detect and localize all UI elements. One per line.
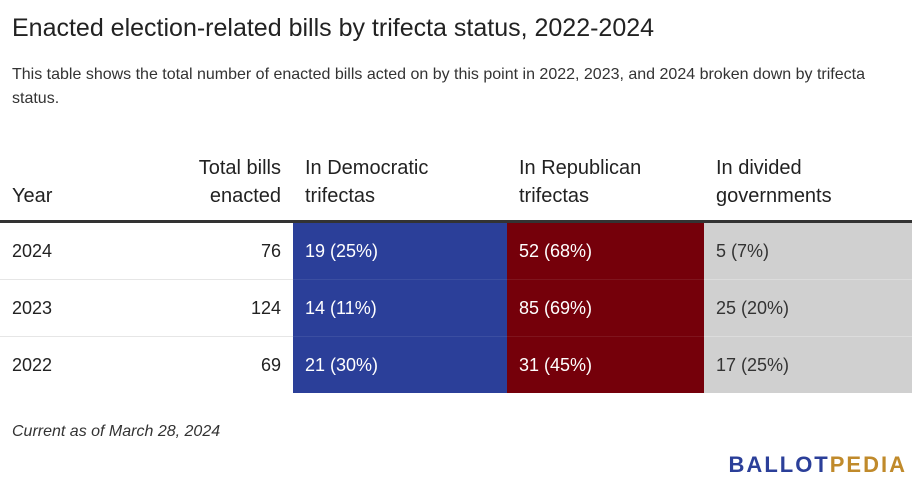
page-title: Enacted election-related bills by trifec… [12, 14, 655, 42]
cell-year: 2022 [0, 336, 157, 393]
cell-democratic: 19 (25%) [293, 221, 507, 280]
cell-republican: 85 (69%) [507, 279, 704, 337]
cell-total: 124 [157, 279, 293, 337]
cell-total: 76 [260, 240, 281, 261]
cell-republican: 52 (68%) [507, 221, 704, 280]
trifecta-table: Year Total bills enacted In Democratic t… [0, 154, 912, 393]
column-header-line2: trifectas [305, 185, 376, 207]
column-header-line1: In divided [716, 157, 802, 179]
logo-text-part2: PEDIA [829, 452, 907, 477]
column-header-divided: In divided governments [704, 154, 912, 223]
cell-divided: 25 (20%) [704, 279, 912, 337]
ballotpedia-logo[interactable]: BALLOTPEDIA [729, 452, 907, 478]
column-header-line1: In Democratic [305, 157, 429, 179]
footnote: Current as of March 28, 2024 [12, 423, 221, 440]
cell-divided: 17 (25%) [704, 336, 912, 393]
cell-total: 69 [157, 336, 293, 393]
column-header-year: Year [0, 154, 157, 223]
cell-democratic: 14 (11%) [293, 279, 507, 337]
cell-republican: 31 (45%) [507, 336, 704, 393]
column-header-line1: Total bills [198, 157, 281, 179]
table-row: 2022 69 21 (30%) 31 (45%) 17 (25%) [0, 336, 912, 393]
logo-text-part1: BALLOT [728, 452, 830, 477]
column-header-republican: In Republican trifectas [507, 154, 704, 223]
column-header-line2: Year [12, 185, 53, 207]
cell-divided: 5 (7%) [704, 221, 912, 280]
column-header-line2: governments [716, 185, 832, 207]
column-header-line1: In Republican [519, 157, 642, 179]
table-header-row: Year Total bills enacted In Democratic t… [0, 154, 912, 223]
page-subtitle: This table shows the total number of ena… [12, 66, 865, 107]
table-row: 2024 76 19 (25%) 52 (68%) 5 (7%) [0, 221, 912, 280]
cell-year: 2023 [0, 279, 157, 337]
cell-democratic: 21 (30%) [293, 336, 507, 393]
column-header-line2: trifectas [519, 185, 590, 207]
column-header-line2: enacted [209, 185, 281, 207]
table-row: 2023 124 14 (11%) 85 (69%) 25 (20%) [0, 279, 912, 337]
column-header-democratic: In Democratic trifectas [293, 154, 507, 223]
column-header-total: Total bills enacted [157, 154, 293, 223]
cell-year: 2024 [12, 240, 53, 261]
